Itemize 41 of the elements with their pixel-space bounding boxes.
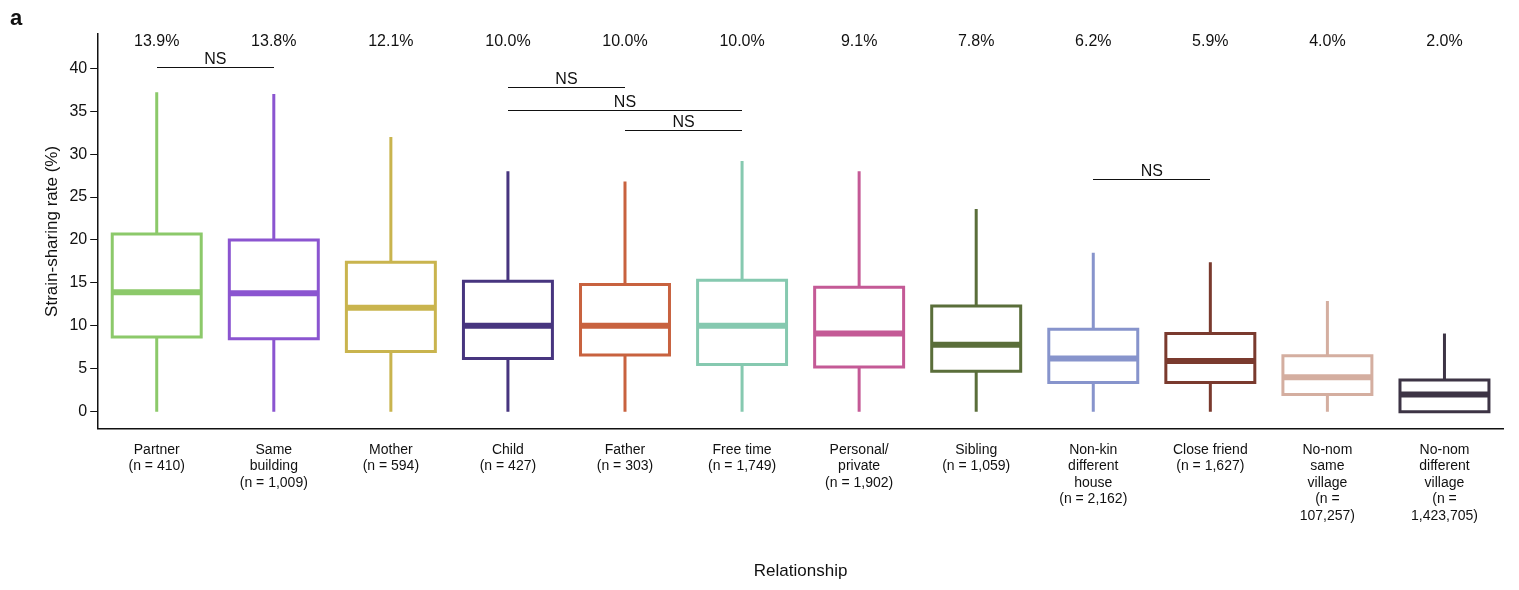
y-tick-label: 15 bbox=[69, 273, 88, 291]
x-tick-label: Father (n = 303) bbox=[596, 440, 654, 474]
text: 10.0% bbox=[719, 32, 765, 50]
text: 10.0% bbox=[602, 32, 648, 50]
x-tick-label: Partner (n = 410) bbox=[128, 440, 185, 474]
x-tick-label: Sibling (n = 1,059) bbox=[942, 440, 1011, 474]
y-tick-label: 40 bbox=[69, 58, 88, 76]
text: 10.0% bbox=[485, 32, 531, 50]
ns-bracket: NS bbox=[625, 113, 743, 131]
text: 12.1% bbox=[368, 32, 414, 50]
x-tick-label: Same building (n = 1,009) bbox=[239, 440, 308, 490]
text: 4.0% bbox=[1309, 32, 1346, 50]
x-tick-label: Mother (n = 594) bbox=[362, 440, 420, 474]
y-tick-label: 5 bbox=[78, 359, 88, 377]
y-tick-label: 10 bbox=[69, 316, 88, 334]
x-tick-label: No-nom same village (n = 107,257) bbox=[1299, 440, 1356, 523]
text: 7.8% bbox=[957, 32, 995, 50]
text: 6.2% bbox=[1075, 32, 1112, 50]
text: 13.9% bbox=[134, 32, 180, 50]
x-tick-label: Close friend (n = 1,627) bbox=[1172, 440, 1248, 474]
x-axis-title: Relationship bbox=[753, 561, 848, 581]
x-tick-label: Personal/ private (n = 1,902) bbox=[825, 440, 894, 490]
text: 9.1% bbox=[840, 32, 878, 50]
x-tick-label: Child (n = 427) bbox=[479, 440, 537, 474]
y-axis-title: Strain-sharing rate (%) bbox=[41, 145, 61, 317]
x-tick-label: No-nom different village (n = 1,423,705) bbox=[1410, 440, 1478, 523]
text: 13.8% bbox=[251, 32, 297, 50]
text: 2.0% bbox=[1426, 32, 1463, 50]
text: 5.9% bbox=[1192, 32, 1229, 50]
chart-title: a bbox=[10, 5, 23, 31]
x-tick-label: Free time (n = 1,749) bbox=[708, 440, 777, 474]
ns-bracket: NS bbox=[156, 51, 274, 69]
ns-bracket: NS bbox=[1093, 162, 1211, 180]
y-tick-label: 25 bbox=[69, 187, 88, 205]
ns-bracket: NS bbox=[507, 94, 743, 112]
y-tick-label: 20 bbox=[69, 230, 88, 248]
ns-bracket: NS bbox=[507, 71, 625, 89]
y-tick-label: 0 bbox=[78, 402, 88, 420]
x-tick-label: Non-kin different house (n = 2,162) bbox=[1059, 440, 1128, 507]
y-tick-label: 35 bbox=[69, 101, 88, 119]
y-tick-label: 30 bbox=[69, 144, 88, 162]
